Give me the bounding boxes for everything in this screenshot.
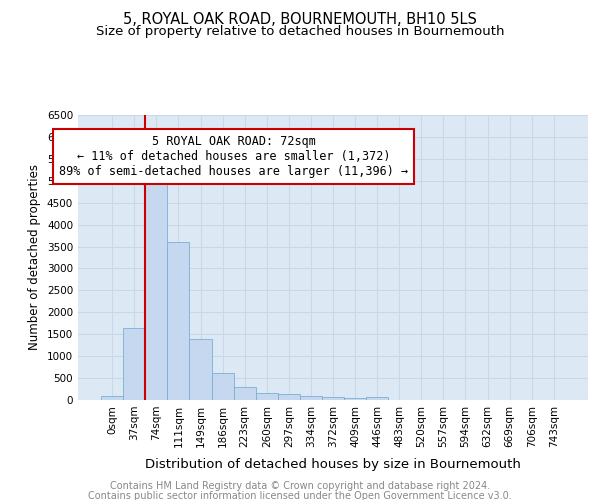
- Bar: [366, 398, 388, 400]
- Bar: [145, 176, 167, 400]
- Bar: [212, 373, 233, 400]
- Text: Contains HM Land Registry data © Crown copyright and database right 2024.: Contains HM Land Registry data © Crown c…: [110, 481, 490, 491]
- Bar: [256, 393, 278, 400]
- Bar: [190, 338, 212, 400]
- Text: Contains public sector information licensed under the Open Government Licence v3: Contains public sector information licen…: [88, 491, 512, 500]
- Text: Size of property relative to detached houses in Bournemouth: Size of property relative to detached ho…: [96, 25, 504, 38]
- Bar: [167, 242, 190, 400]
- Bar: [300, 396, 322, 400]
- Bar: [322, 398, 344, 400]
- Bar: [123, 328, 145, 400]
- Bar: [278, 394, 300, 400]
- Bar: [101, 396, 123, 400]
- Bar: [233, 387, 256, 400]
- X-axis label: Distribution of detached houses by size in Bournemouth: Distribution of detached houses by size …: [145, 458, 521, 471]
- Text: 5 ROYAL OAK ROAD: 72sqm
← 11% of detached houses are smaller (1,372)
89% of semi: 5 ROYAL OAK ROAD: 72sqm ← 11% of detache…: [59, 134, 408, 178]
- Text: 5, ROYAL OAK ROAD, BOURNEMOUTH, BH10 5LS: 5, ROYAL OAK ROAD, BOURNEMOUTH, BH10 5LS: [123, 12, 477, 28]
- Bar: [344, 398, 366, 400]
- Y-axis label: Number of detached properties: Number of detached properties: [28, 164, 41, 350]
